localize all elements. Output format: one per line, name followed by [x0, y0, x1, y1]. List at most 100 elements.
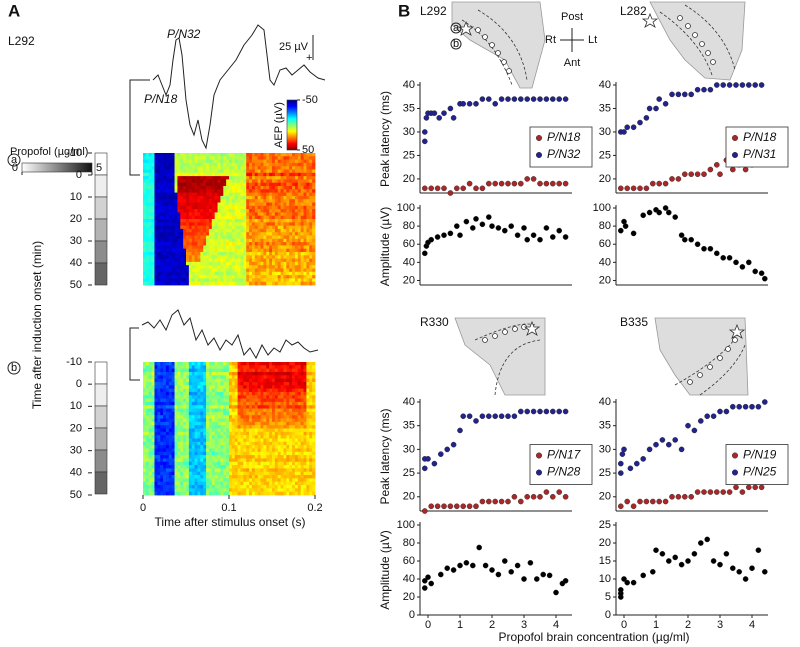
heatmap-cell	[280, 391, 284, 396]
heatmap-cell	[237, 186, 241, 190]
heatmap-cell	[283, 252, 287, 256]
heatmap-cell	[171, 222, 175, 226]
heatmap-cell	[240, 408, 244, 413]
heatmap-cell	[214, 212, 218, 217]
heatmap-cell	[269, 451, 273, 456]
heatmap-cell	[145, 415, 150, 419]
heatmap-cell	[171, 261, 175, 266]
heatmap-cell	[177, 242, 181, 246]
heatmap-cell	[229, 232, 233, 236]
point	[501, 227, 508, 234]
heatmap-cell	[309, 438, 313, 443]
heatmap-cell	[257, 441, 261, 446]
heatmap-cell	[177, 365, 181, 370]
heatmap-cell	[160, 176, 164, 180]
heatmap-cell	[157, 189, 161, 193]
heatmap-cell	[194, 278, 198, 283]
heatmap-cell	[266, 209, 270, 213]
heatmap-cell	[191, 212, 195, 217]
heatmap-cell	[294, 189, 299, 193]
heatmap-cell	[306, 465, 310, 469]
heatmap-cell	[277, 391, 281, 396]
heatmap-cell	[269, 192, 273, 197]
heatmap-cell	[257, 415, 261, 419]
heatmap-cell	[197, 172, 201, 177]
heatmap-cell	[240, 225, 244, 230]
heatmaps	[143, 153, 316, 496]
heatmap-cell	[220, 238, 224, 243]
heatmap-cell	[157, 448, 161, 453]
heatmap-cell	[283, 475, 287, 479]
legend-swatch	[536, 151, 543, 158]
heatmap-cell	[211, 408, 216, 413]
heatmap-cell	[203, 362, 207, 366]
heatmap-cell	[214, 205, 218, 210]
heatmap-cell	[226, 415, 230, 419]
heatmap-cell	[194, 378, 198, 383]
heatmap-cell	[168, 408, 173, 413]
heatmap-cell	[251, 156, 256, 160]
heatmap-cell	[229, 199, 233, 203]
heatmap-cell	[157, 205, 161, 210]
heatmap-cell	[183, 252, 187, 256]
heatmap-cell	[165, 381, 170, 386]
heatmap-cell	[283, 411, 287, 416]
heatmap-cell	[183, 182, 187, 187]
heatmap-cell	[246, 425, 250, 429]
heatmap-cell	[303, 275, 307, 279]
heatmap-cell	[231, 458, 236, 463]
heatmap-cell	[272, 368, 276, 373]
heatmap-cell	[292, 242, 296, 246]
heatmap-cell	[263, 225, 267, 230]
heatmap-cell	[300, 195, 304, 200]
heatmap-cell	[194, 405, 198, 409]
heatmap-cell	[160, 468, 164, 473]
heatmap-cell	[300, 401, 304, 406]
heatmap-cell	[237, 378, 241, 383]
heatmap-cell	[274, 245, 279, 250]
heatmap-cell	[226, 485, 230, 489]
heatmap-cell	[309, 475, 313, 479]
heatmap-cell	[303, 215, 307, 220]
heatmap-cell	[160, 202, 164, 207]
heatmap-cell	[171, 362, 175, 366]
heatmap-cell	[231, 371, 236, 376]
point	[460, 185, 467, 192]
heatmap-cell	[203, 488, 207, 493]
heatmap-cell	[303, 391, 307, 396]
heatmap-cell	[180, 192, 184, 197]
heatmap-cell	[269, 166, 273, 170]
heatmap-cell	[183, 205, 187, 210]
heatmap-cell	[246, 411, 250, 416]
heatmap-cell	[303, 222, 307, 226]
heatmap-cell	[163, 248, 167, 253]
heatmap-cell	[272, 481, 276, 486]
point	[485, 214, 492, 220]
heatmap-cell	[254, 275, 259, 279]
heatmap-cell	[160, 153, 164, 157]
heatmap-cell	[249, 448, 253, 453]
heatmap-cell	[145, 391, 150, 396]
heatmap-cell	[289, 405, 293, 409]
heatmap-cell	[163, 435, 167, 439]
heatmap-cell	[186, 398, 190, 403]
heatmap-cell	[289, 153, 293, 157]
heatmap-cell	[171, 186, 175, 190]
heatmap-cell	[177, 212, 181, 217]
heatmap-cell	[177, 375, 181, 380]
heatmap-cell	[240, 378, 244, 383]
heatmap-cell	[277, 395, 281, 399]
heatmap-cell	[168, 179, 173, 184]
heatmap-cell	[260, 408, 264, 413]
heatmap-cell	[249, 252, 253, 256]
heatmap-cell	[203, 215, 207, 220]
heatmap-cell	[274, 408, 279, 413]
heatmap-cell	[180, 195, 184, 200]
heatmap-cell	[297, 388, 302, 393]
heatmap-cell	[208, 485, 213, 489]
heatmap-cell	[208, 225, 213, 230]
heatmap-cell	[168, 176, 173, 180]
heatmap-cell	[211, 209, 216, 213]
heatmap-cell	[309, 166, 313, 170]
heatmap-cell	[168, 395, 173, 399]
